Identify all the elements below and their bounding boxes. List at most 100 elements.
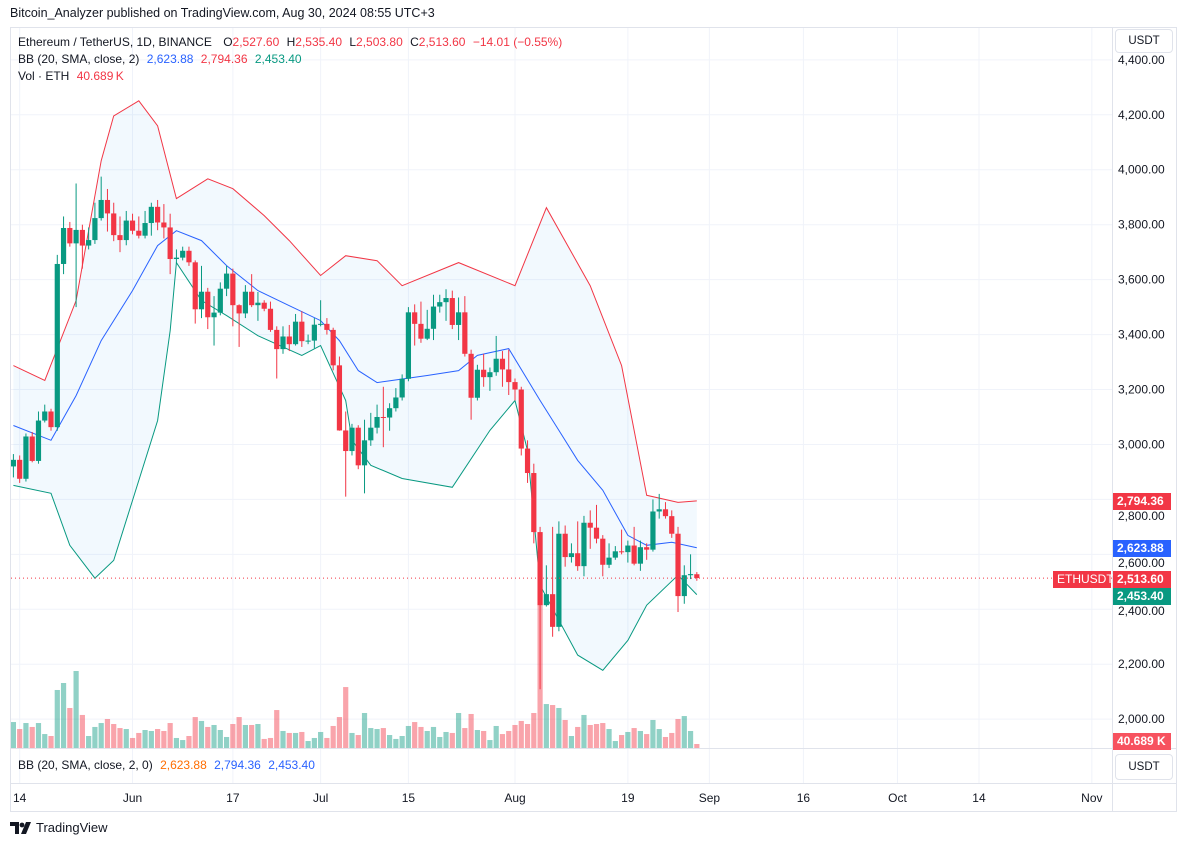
candle <box>35 411 42 464</box>
volume-bar <box>587 724 593 748</box>
candle-body <box>311 324 317 341</box>
volume-bar <box>198 720 205 748</box>
candle-body <box>11 459 16 467</box>
symbol-tag: ETHUSDT <box>1053 571 1114 588</box>
x-tick-label: Nov <box>1081 791 1102 805</box>
candle-body <box>324 323 330 330</box>
x-tick-label: 16 <box>797 791 811 805</box>
candle-body <box>487 372 493 378</box>
volume-bar <box>17 729 23 748</box>
bb-label[interactable]: BB (20, SMA, close, 2) <box>18 52 140 66</box>
candle-body <box>79 229 85 246</box>
bb-upper-line <box>13 100 697 503</box>
candle-body <box>17 459 23 479</box>
candle-body <box>223 273 230 289</box>
candle-body <box>92 218 98 241</box>
x-tick-label: Aug <box>504 791 525 805</box>
candle-body <box>355 427 361 466</box>
candle-body <box>142 223 148 236</box>
lower-bb-v3: 2,453.40 <box>268 758 315 772</box>
x-tick-label: 17 <box>226 791 240 805</box>
volume-bar <box>681 716 687 748</box>
candle-body <box>111 213 117 236</box>
volume-bar <box>280 730 286 748</box>
volume-bar <box>349 732 355 748</box>
candle <box>86 227 92 250</box>
y-tick-label: 3,400.00 <box>1118 328 1165 342</box>
candle <box>600 535 606 577</box>
y-tick-label: 2,000.00 <box>1118 712 1165 726</box>
candle-body <box>543 594 549 606</box>
candle-body <box>161 222 167 228</box>
candle <box>368 412 374 446</box>
candle <box>656 493 662 519</box>
volume-bar <box>336 717 343 748</box>
candle <box>462 296 468 357</box>
candle-body <box>612 551 618 558</box>
lower-currency-button[interactable]: USDT <box>1115 754 1173 780</box>
candle <box>487 367 493 391</box>
candle <box>305 334 311 345</box>
high-value: 2,535.40 <box>295 35 342 49</box>
candle <box>299 311 305 347</box>
volume-bar <box>487 740 493 748</box>
volume-bar <box>506 730 512 748</box>
candle <box>650 499 656 552</box>
candle-body <box>249 291 255 306</box>
candle-body <box>330 329 336 366</box>
candle-body <box>318 323 324 325</box>
candle <box>687 554 694 580</box>
candle-body <box>136 230 142 236</box>
currency-button[interactable]: USDT <box>1115 29 1173 53</box>
volume-bar <box>361 712 368 748</box>
candle <box>637 540 643 571</box>
candle <box>274 326 280 379</box>
candle <box>198 265 205 319</box>
volume-bar <box>593 724 600 748</box>
volume-bar <box>499 734 506 748</box>
volume-bar <box>318 731 324 748</box>
volume-bar <box>54 689 60 748</box>
candle <box>587 510 593 549</box>
volume-bar <box>606 729 612 748</box>
candle <box>675 526 681 613</box>
volume-bar <box>550 705 556 748</box>
x-tick-label: Sep <box>699 791 721 805</box>
candle <box>249 274 255 308</box>
candle <box>217 282 223 316</box>
y-tick-label: 3,200.00 <box>1118 383 1165 397</box>
volume-bar <box>236 717 242 748</box>
candle-body <box>437 302 443 307</box>
volume-bar <box>111 724 117 748</box>
volume-bar <box>242 724 248 748</box>
candle-body <box>387 408 393 418</box>
candle-body <box>261 302 267 309</box>
volume-bar <box>42 734 48 748</box>
candle <box>67 221 73 247</box>
lower-bb-label[interactable]: BB (20, SMA, close, 2, 0) <box>18 758 153 772</box>
volume-bar <box>662 736 669 748</box>
volume-bar <box>612 741 618 748</box>
volume-bar <box>462 728 468 748</box>
y-tick-label: 2,600.00 <box>1118 556 1165 570</box>
tradingview-logo[interactable]: TradingView <box>10 820 108 835</box>
candle <box>211 296 217 346</box>
candle <box>474 364 480 401</box>
candle <box>380 386 386 448</box>
volume-bar <box>493 725 499 748</box>
y-tick-label: 3,000.00 <box>1118 437 1165 451</box>
candle <box>593 504 600 544</box>
symbol-name[interactable]: Ethereum / TetherUS, 1D, BINANCE <box>18 35 212 49</box>
candle <box>236 304 242 347</box>
volume-bar <box>412 722 418 748</box>
candle <box>17 455 23 483</box>
volume-bar <box>48 736 54 748</box>
volume-bar <box>675 718 681 748</box>
candle <box>98 176 104 221</box>
volume-bar <box>581 714 587 748</box>
candle <box>48 408 54 431</box>
volume-bar <box>324 737 330 748</box>
chart-frame <box>10 27 1177 812</box>
volume-label[interactable]: Vol · ETH <box>18 69 70 83</box>
